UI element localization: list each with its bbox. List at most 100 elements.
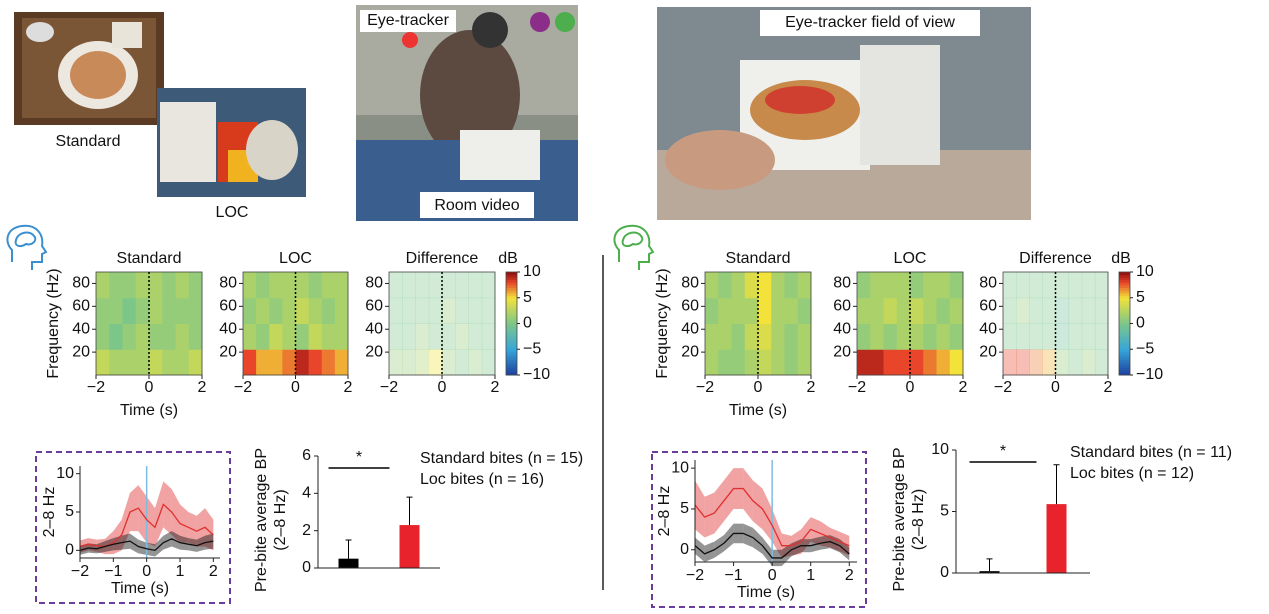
colorbar-step — [1119, 315, 1130, 319]
heatmap-cell — [718, 272, 732, 299]
heatmap-cell — [1068, 323, 1083, 350]
colorbar-step — [1119, 331, 1130, 335]
colorbar-tick-label: 5 — [1136, 289, 1145, 306]
heatmap-cell — [1055, 272, 1070, 299]
heatmap-cell — [389, 349, 403, 376]
colorbar-step — [1119, 272, 1130, 276]
colorbar-step — [506, 313, 517, 317]
x-tick-label: −2 — [87, 379, 105, 396]
heatmap-cell — [162, 297, 176, 324]
y-axis-label: 2–8 Hz — [41, 487, 58, 538]
x-axis-label: Time (s) — [729, 402, 787, 419]
heatmap-cell — [188, 297, 203, 324]
x-axis-label: Time (s) — [120, 402, 178, 419]
heatmap-cell — [936, 297, 951, 324]
heatmap-cell — [705, 323, 719, 350]
heatmap-cell — [923, 349, 937, 376]
colorbar-step — [1119, 274, 1130, 278]
heatmap-cell — [334, 297, 349, 324]
error-band — [695, 480, 705, 538]
colorbar-step — [1119, 341, 1130, 345]
heatmap-cell — [797, 349, 812, 376]
heatmap-cell — [122, 349, 137, 376]
x-tick-label: 2 — [198, 379, 207, 396]
heatmap-cell — [455, 349, 469, 376]
heatmap-cell — [96, 297, 110, 324]
series-line — [79, 503, 214, 548]
heatmap-cell — [442, 272, 456, 299]
heatmap-cell — [175, 297, 190, 324]
colorbar-step — [506, 331, 517, 335]
colorbar-step — [1119, 308, 1130, 312]
colorbar-step — [1119, 302, 1130, 306]
x-tick-label: 2 — [344, 379, 353, 396]
error-band — [820, 521, 830, 548]
colorbar-step — [506, 367, 517, 371]
colorbar-tick-label: 10 — [1136, 263, 1154, 280]
heatmap-cell — [468, 323, 483, 350]
y-tick-label: 80 — [833, 275, 851, 292]
y-tick-label: 60 — [681, 298, 699, 315]
y-tick-label: 10 — [931, 441, 949, 458]
heatmap-cell — [256, 349, 270, 376]
x-tick-label: 0 — [291, 379, 300, 396]
colorbar-step — [1119, 356, 1130, 361]
heatmap-cell — [402, 297, 416, 324]
heatmap-cell — [135, 297, 150, 324]
colorbar-step — [1119, 320, 1130, 324]
colorbar-step — [1119, 349, 1130, 353]
x-tick-label: 0 — [768, 567, 777, 584]
heatmap-cell — [784, 297, 799, 324]
heatmap-cell — [149, 323, 163, 350]
colorbar-step — [506, 369, 517, 373]
heatmap-cell — [731, 272, 746, 299]
heatmap-cell — [321, 272, 336, 299]
x-tick-label: 2 — [209, 563, 218, 580]
heatmap-cell — [1068, 297, 1083, 324]
heatmap-cell — [857, 297, 871, 324]
x-tick-label: 0 — [1051, 379, 1060, 396]
y-tick-label: 60 — [833, 298, 851, 315]
colorbar-step — [506, 323, 517, 327]
error-band — [180, 504, 189, 543]
heatmap-cell — [705, 349, 719, 376]
heatmap-cell — [308, 323, 323, 350]
heatmap-cell — [771, 297, 785, 324]
error-band — [121, 492, 130, 551]
error-band — [130, 485, 139, 532]
heatmap-cell — [481, 297, 496, 324]
heatmap-cell — [797, 297, 812, 324]
heatmap-cell — [1029, 297, 1043, 324]
y-tick-label: 0 — [65, 542, 74, 559]
heatmap-cell — [188, 323, 203, 350]
heatmap-cell — [188, 349, 203, 376]
heatmap-title: Difference — [1019, 250, 1092, 267]
heatmap-cell — [175, 349, 190, 376]
x-tick-label: −1 — [104, 563, 122, 580]
heatmap-cell — [468, 349, 483, 376]
heatmap-title: Standard — [726, 250, 791, 267]
colorbar-step — [506, 333, 517, 337]
heatmap-cell — [1094, 323, 1109, 350]
y-tick-label: 80 — [219, 275, 237, 292]
colorbar-step — [1119, 362, 1130, 366]
y-tick-label: 20 — [681, 343, 699, 360]
colorbar-step — [506, 328, 517, 332]
heatmap-cell — [936, 323, 951, 350]
heatmap-cell — [758, 272, 772, 299]
heatmap-cell — [949, 323, 964, 350]
colorbar-tick-label: −10 — [1136, 366, 1163, 383]
y-axis-label: (2–8 Hz) — [272, 489, 289, 550]
colorbar-step — [506, 290, 517, 294]
heatmap-cell — [1003, 323, 1017, 350]
colorbar-step — [506, 282, 517, 286]
heatmap-cell — [442, 349, 456, 376]
error-band — [105, 531, 114, 555]
colorbar-step — [506, 308, 517, 312]
photo-room — [356, 5, 578, 221]
error-band — [146, 496, 155, 547]
heatmap-title: LOC — [279, 250, 312, 267]
error-band — [205, 508, 214, 551]
colorbar-step — [506, 300, 517, 304]
